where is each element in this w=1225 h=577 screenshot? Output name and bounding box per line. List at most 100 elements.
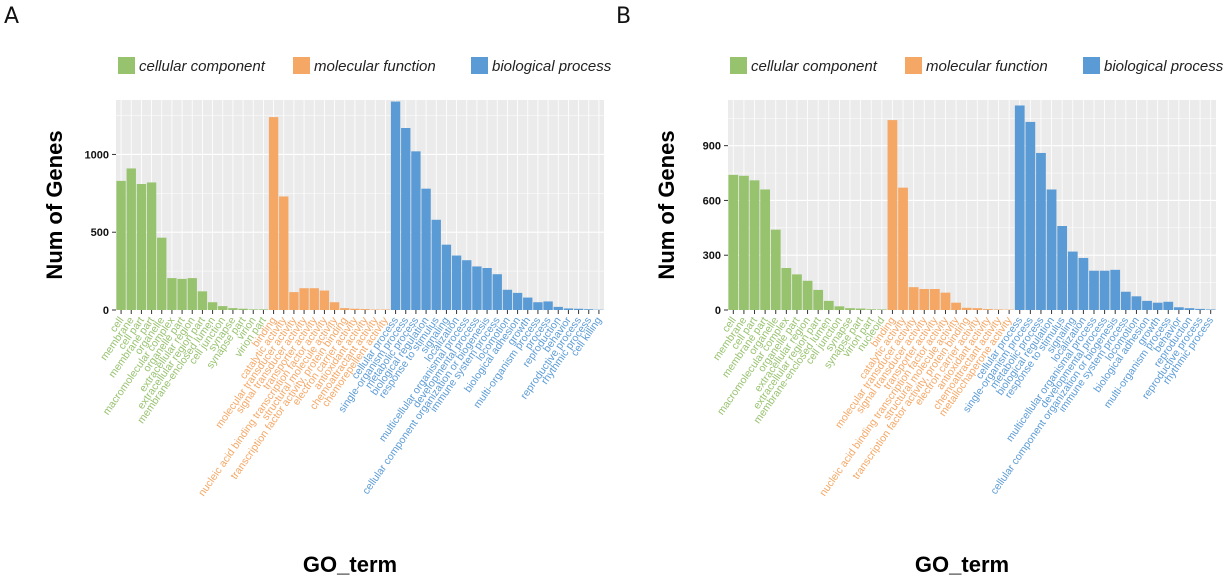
y-tick-label: 0 — [715, 305, 721, 317]
bar-multicellular-organismal-process — [1089, 270, 1099, 310]
bar-biological-adhesion — [1142, 300, 1152, 310]
bar-nucleic-acid-binding-transcription-factor-activity — [319, 290, 330, 310]
bar-membrane-part — [146, 182, 157, 310]
bar-cell-part — [136, 184, 147, 310]
legend-label-molecular-function: molecular function — [314, 58, 436, 75]
bar-binding — [887, 120, 898, 310]
bar-process — [543, 301, 553, 310]
bar-virion-part — [258, 309, 269, 310]
bar-antioxidant-activity — [983, 309, 993, 310]
bar-growth — [523, 297, 533, 310]
bar-electron-carrier-activity — [972, 308, 983, 310]
x-axis-title: GO_term — [303, 552, 397, 577]
bar-cellular-component-organization-or-biogenesis — [1110, 269, 1121, 310]
bar-membrane-enclosed-lumen — [823, 300, 834, 310]
bar-extracellular-region — [187, 278, 197, 310]
bar-nucleoid — [876, 309, 887, 310]
bar-response-to-stimulus — [431, 219, 441, 310]
bar-multi-organism-process — [1163, 301, 1174, 310]
legend-label-cellular-component: cellular component — [139, 58, 266, 75]
bar-signal-transducer-activity — [299, 288, 309, 310]
bar-rhythmic-process — [1205, 309, 1216, 310]
legend-label-cellular-component: cellular component — [751, 58, 878, 75]
bar-cellular-process — [1014, 105, 1025, 310]
bar-membrane — [739, 175, 749, 310]
bar-extracellular-region — [802, 280, 813, 310]
bar-response-to-stimulus — [1057, 226, 1068, 310]
bar-reproductive-process — [573, 308, 584, 310]
bar-macromolecular-complex — [781, 268, 792, 310]
bar-developmental-process — [472, 266, 482, 310]
bar-molecular-transducer-activity — [908, 287, 919, 310]
bar-organelle-part — [792, 274, 802, 310]
bar-binding — [268, 117, 279, 310]
bar-virion-part — [866, 309, 877, 310]
y-tick-label: 300 — [703, 250, 721, 262]
bar-metabolic-process — [411, 151, 421, 310]
bar-biological-regulation — [421, 188, 431, 310]
bar-reproductive-process — [1195, 308, 1205, 310]
legend-swatch-biological-process — [1083, 57, 1100, 74]
y-tick-label: 500 — [91, 227, 109, 239]
legend: cellular component molecular function biol… — [730, 57, 1224, 75]
legend-swatch-biological-process — [471, 57, 488, 74]
bar-transporter-activity — [929, 289, 940, 310]
bar-reproduction — [1184, 308, 1195, 310]
bar-macromolecular-complex — [167, 278, 177, 310]
bar-molecular-transducer-activity — [289, 292, 299, 310]
bar-cell — [728, 174, 739, 310]
legend-label-biological-process: biological process — [1104, 58, 1224, 75]
plot-panel — [116, 100, 604, 310]
bar-single-organism-process — [401, 128, 411, 310]
bar-locomotion — [1131, 296, 1142, 310]
bar-catalytic-activity — [279, 196, 289, 310]
y-tick-label: 1000 — [85, 149, 109, 161]
bar-catalytic-activity — [898, 187, 908, 310]
bar-virion — [248, 309, 258, 310]
bar-transcription-factor-activity-protein-binding — [340, 308, 350, 310]
y-tick-label: 900 — [703, 141, 721, 153]
go-bar-chart-a: cellular component molecular function biol… — [42, 57, 612, 577]
bar-cell-junction — [834, 306, 845, 310]
bar-immune-system-process — [1120, 291, 1131, 310]
go-bar-chart-b: cellular component molecular function biol… — [654, 57, 1224, 577]
bar-synapse-part — [238, 308, 248, 310]
bar-transporter-activity — [309, 288, 319, 310]
plot-panel — [728, 100, 1216, 310]
bar-extracellular-region-part — [813, 289, 824, 310]
legend-swatch-cellular-component — [118, 57, 135, 74]
panel-label-a: A — [4, 4, 20, 29]
bar-synapse — [228, 308, 238, 310]
legend-label-molecular-function: molecular function — [926, 58, 1048, 75]
bar-signaling — [441, 244, 452, 310]
legend-swatch-molecular-function — [293, 57, 310, 74]
bar-signaling — [1067, 251, 1078, 310]
bar-transcription-factor-activity-protein-binding — [961, 307, 972, 310]
bar-cellular-process — [390, 101, 401, 310]
bar-signal-transducer-activity — [919, 289, 930, 310]
bar-extracellular-region-part — [197, 291, 208, 310]
bar-membrane-enclosed-lumen — [207, 302, 218, 310]
y-tick-label: 0 — [103, 305, 109, 317]
bar-developmental-process — [1099, 270, 1110, 310]
bar-cell-part — [749, 180, 760, 310]
bar-immune-system-process — [492, 274, 502, 310]
bar-multi-organism-process — [533, 302, 543, 310]
bar-organelle — [157, 237, 167, 310]
bar-organelle — [770, 229, 781, 310]
bar-antioxidant-activity — [360, 309, 370, 310]
bar-chemoattractant-activity — [993, 309, 1004, 310]
bar-multicellular-organismal-process — [462, 260, 472, 310]
bar-reproduction — [553, 306, 563, 310]
bar-behavior — [563, 308, 574, 310]
bar-cell-junction — [218, 306, 228, 310]
bar-rhythmic-process — [584, 309, 594, 310]
bar-biological-regulation — [1046, 189, 1057, 310]
bar-membrane-part — [760, 189, 771, 310]
panel-label-b: B — [616, 4, 632, 29]
bar-cellular-component-organization-or-biogenesis — [482, 268, 492, 310]
bar-synapse-part — [855, 308, 866, 310]
legend-label-biological-process: biological process — [492, 58, 612, 75]
bar-localization — [451, 255, 462, 310]
bar-organelle-part — [177, 278, 187, 310]
